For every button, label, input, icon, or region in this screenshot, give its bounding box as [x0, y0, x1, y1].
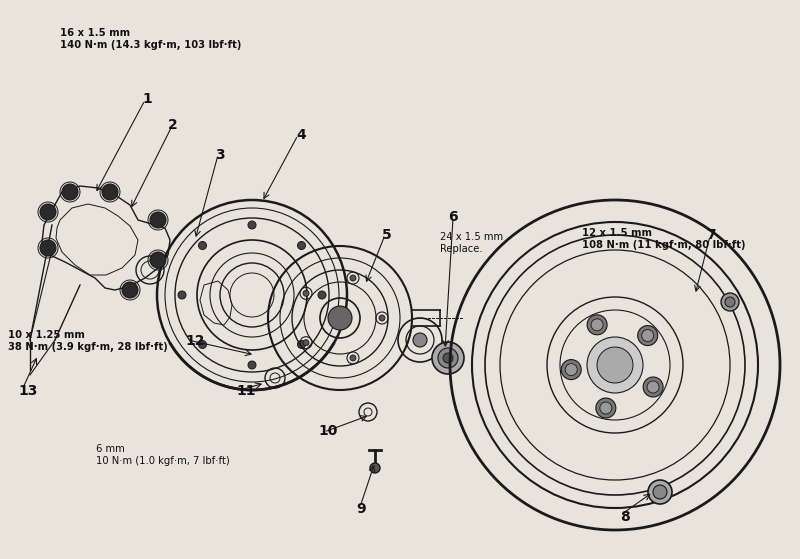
Circle shape [443, 353, 453, 363]
Text: 12: 12 [185, 334, 205, 348]
Circle shape [248, 221, 256, 229]
Circle shape [198, 340, 206, 348]
Circle shape [725, 297, 735, 307]
Circle shape [318, 291, 326, 299]
Circle shape [591, 319, 603, 331]
Circle shape [298, 241, 306, 249]
Circle shape [248, 361, 256, 369]
Circle shape [40, 204, 56, 220]
Circle shape [562, 359, 582, 380]
Circle shape [122, 282, 138, 298]
Text: 16 x 1.5 mm
140 N·m (14.3 kgf·m, 103 lbf·ft): 16 x 1.5 mm 140 N·m (14.3 kgf·m, 103 lbf… [60, 28, 242, 50]
Circle shape [597, 347, 633, 383]
Text: 11: 11 [236, 384, 255, 398]
Circle shape [298, 340, 306, 348]
Text: 24 x 1.5 mm
Replace.: 24 x 1.5 mm Replace. [440, 232, 503, 254]
Circle shape [178, 291, 186, 299]
Circle shape [438, 348, 458, 368]
Circle shape [370, 463, 380, 473]
Text: 12 x 1.5 mm
108 N·m (11 kgf·m, 80 lbf·ft): 12 x 1.5 mm 108 N·m (11 kgf·m, 80 lbf·ft… [582, 228, 746, 250]
Circle shape [328, 306, 352, 330]
Circle shape [379, 315, 385, 321]
Circle shape [587, 337, 643, 393]
Circle shape [40, 240, 56, 256]
Circle shape [150, 252, 166, 268]
Text: 13: 13 [18, 384, 38, 398]
Text: 5: 5 [382, 228, 392, 242]
Circle shape [350, 355, 356, 361]
Circle shape [303, 290, 309, 296]
Text: 3: 3 [215, 148, 225, 162]
Text: 6: 6 [448, 210, 458, 224]
Text: 7: 7 [706, 228, 716, 242]
Circle shape [62, 184, 78, 200]
Text: 10 x 1.25 mm
38 N·m (3.9 kgf·m, 28 lbf·ft): 10 x 1.25 mm 38 N·m (3.9 kgf·m, 28 lbf·f… [8, 330, 168, 352]
Circle shape [643, 377, 663, 397]
Text: 4: 4 [296, 128, 306, 142]
Text: 9: 9 [356, 502, 366, 516]
Text: 1: 1 [142, 92, 152, 106]
Circle shape [647, 381, 659, 393]
Text: 8: 8 [620, 510, 630, 524]
Circle shape [638, 325, 658, 345]
Circle shape [596, 398, 616, 418]
Circle shape [102, 184, 118, 200]
Circle shape [432, 342, 464, 374]
Text: 2: 2 [168, 118, 178, 132]
Circle shape [350, 275, 356, 281]
Circle shape [566, 363, 578, 376]
Circle shape [653, 485, 667, 499]
Text: 10: 10 [318, 424, 338, 438]
Text: 6 mm
10 N·m (1.0 kgf·m, 7 lbf·ft): 6 mm 10 N·m (1.0 kgf·m, 7 lbf·ft) [96, 444, 230, 466]
Circle shape [642, 330, 654, 342]
Circle shape [150, 212, 166, 228]
Circle shape [587, 315, 607, 335]
Circle shape [721, 293, 739, 311]
Circle shape [600, 402, 612, 414]
Circle shape [648, 480, 672, 504]
Circle shape [198, 241, 206, 249]
Circle shape [303, 340, 309, 345]
Circle shape [413, 333, 427, 347]
